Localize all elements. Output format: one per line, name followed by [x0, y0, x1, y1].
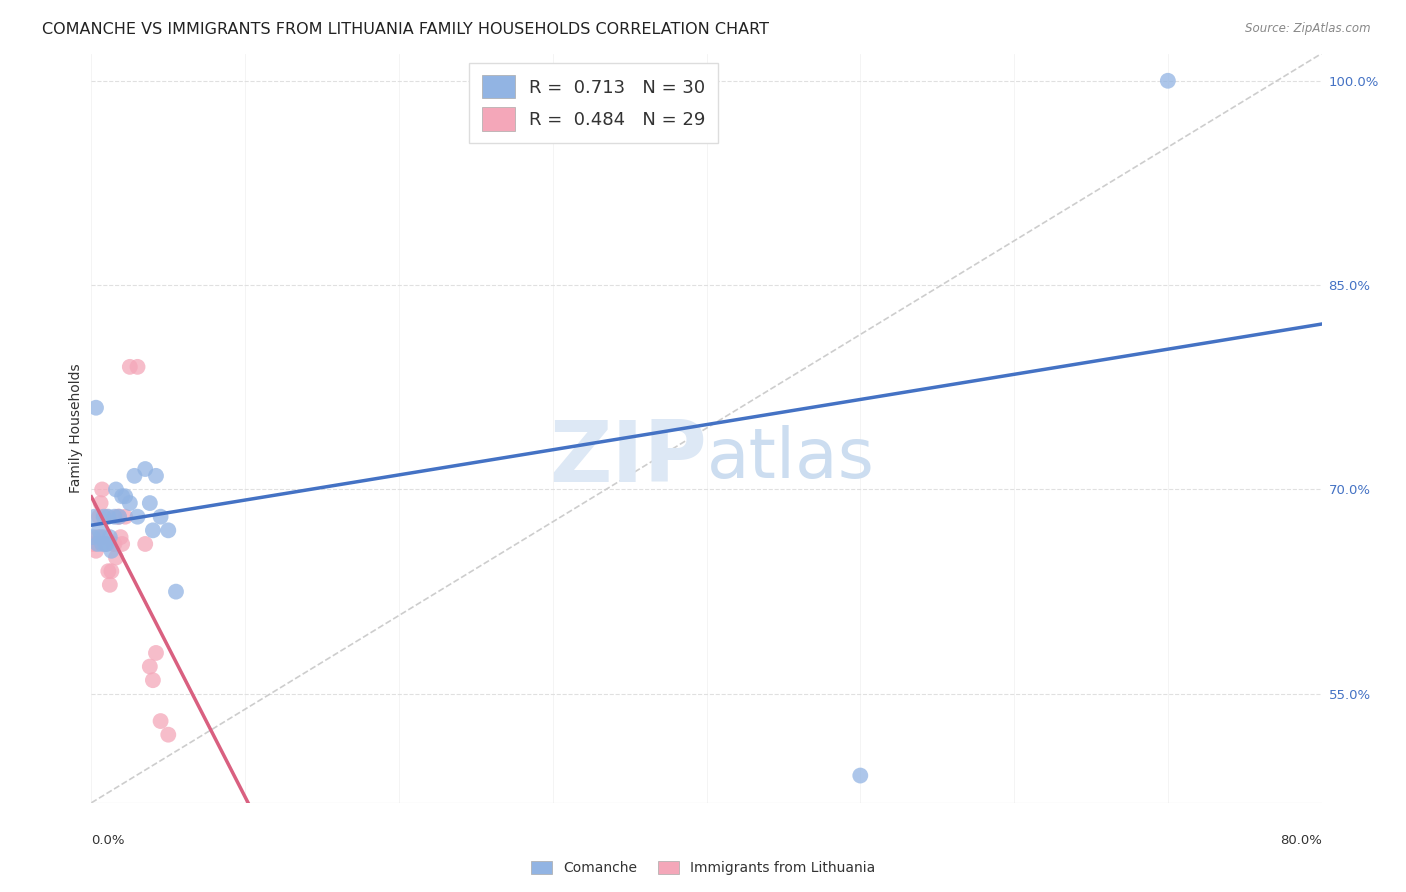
Point — [94, 537, 117, 551]
Point — [96, 509, 118, 524]
Point — [157, 728, 180, 742]
Text: Source: ZipAtlas.com: Source: ZipAtlas.com — [1246, 22, 1371, 36]
Point — [105, 550, 127, 565]
Point — [83, 537, 105, 551]
Text: ZIP: ZIP — [548, 417, 706, 500]
Point — [87, 524, 110, 538]
Point — [91, 483, 114, 497]
Point — [127, 359, 149, 374]
Point — [86, 537, 108, 551]
Point — [849, 768, 872, 782]
Point — [108, 509, 131, 524]
Point — [149, 509, 172, 524]
Point — [86, 530, 108, 544]
Point — [84, 543, 107, 558]
Point — [101, 537, 124, 551]
Text: atlas: atlas — [706, 425, 875, 491]
Point — [114, 489, 136, 503]
Point — [90, 496, 112, 510]
Point — [107, 509, 129, 524]
Point — [142, 524, 165, 538]
Point — [118, 496, 141, 510]
Point — [118, 359, 141, 374]
Point — [105, 483, 127, 497]
Point — [96, 537, 118, 551]
Text: COMANCHE VS IMMIGRANTS FROM LITHUANIA FAMILY HOUSEHOLDS CORRELATION CHART: COMANCHE VS IMMIGRANTS FROM LITHUANIA FA… — [42, 22, 769, 37]
Point — [103, 537, 125, 551]
Point — [103, 509, 125, 524]
Text: 0.0%: 0.0% — [91, 834, 125, 847]
Point — [111, 537, 134, 551]
Point — [157, 524, 180, 538]
Text: 80.0%: 80.0% — [1279, 834, 1322, 847]
Point — [93, 530, 115, 544]
Point — [98, 530, 121, 544]
Point — [145, 468, 167, 483]
Y-axis label: Family Households: Family Households — [69, 363, 83, 493]
Legend: R =  0.713   N = 30, R =  0.484   N = 29: R = 0.713 N = 30, R = 0.484 N = 29 — [470, 62, 718, 144]
Point — [91, 537, 114, 551]
Point — [97, 509, 120, 524]
Point — [100, 543, 122, 558]
Point — [84, 401, 107, 415]
Point — [82, 530, 104, 544]
Point — [139, 659, 162, 673]
Point — [98, 578, 121, 592]
Point — [145, 646, 167, 660]
Point — [94, 537, 117, 551]
Point — [87, 509, 110, 524]
Point — [97, 564, 120, 578]
Point — [165, 584, 187, 599]
Point — [93, 509, 115, 524]
Point — [1157, 74, 1180, 88]
Point — [134, 537, 156, 551]
Point — [124, 468, 146, 483]
Point — [134, 462, 156, 476]
Point — [114, 509, 136, 524]
Point — [111, 489, 134, 503]
Point — [110, 530, 132, 544]
Point — [83, 509, 105, 524]
Legend: Comanche, Immigrants from Lithuania: Comanche, Immigrants from Lithuania — [526, 855, 880, 880]
Point — [127, 509, 149, 524]
Point — [82, 537, 104, 551]
Point — [139, 496, 162, 510]
Point — [108, 509, 131, 524]
Point — [100, 564, 122, 578]
Point — [142, 673, 165, 688]
Point — [90, 530, 112, 544]
Point — [149, 714, 172, 728]
